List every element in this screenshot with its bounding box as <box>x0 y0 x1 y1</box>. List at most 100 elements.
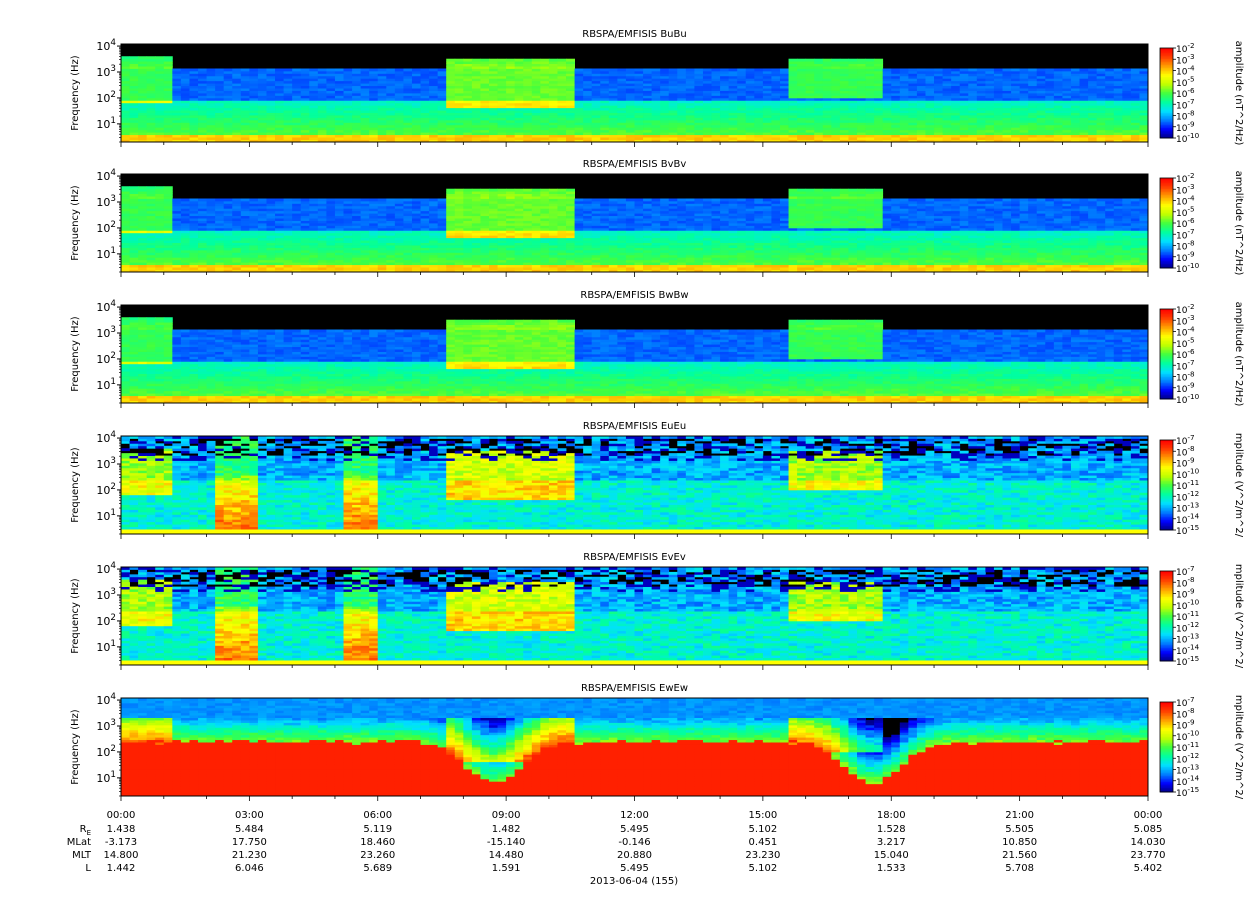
panel-1: RBSPA/EMFISIS BuBu 101 102 103 104 Frequency … <box>70 29 1244 147</box>
ephemeris-value: 1.528 <box>877 824 906 835</box>
ephemeris-value: 5.708 <box>1005 863 1034 874</box>
x-tick-label: 18:00 <box>877 810 906 821</box>
colorbar-tick-label: 10-9 <box>1176 381 1195 395</box>
colorbar-label: mplitude (V^2/m^2/ <box>1233 564 1244 669</box>
colorbar-tick-label: 10-8 <box>1176 444 1195 458</box>
y-tick-label: 104 <box>96 561 116 576</box>
y-tick-label: 101 <box>96 377 116 392</box>
colorbar-tick-label: 10-3 <box>1176 182 1195 196</box>
y-tick-label: 103 <box>96 456 116 471</box>
colorbar-tick-label: 10-6 <box>1176 216 1195 230</box>
panel-title: RBSPA/EMFISIS BvBv <box>583 159 687 170</box>
colorbar-tick-label: 10-5 <box>1176 205 1195 219</box>
y-tick-label: 102 <box>96 351 116 366</box>
ephemeris-value: 20.880 <box>617 850 652 861</box>
ephemeris-value: 5.085 <box>1134 824 1163 835</box>
colorbar-tick-label: 10-3 <box>1176 52 1195 66</box>
ephemeris-value: 17.750 <box>232 837 267 848</box>
spectrogram-image <box>121 567 1149 666</box>
x-tick-label: 15:00 <box>748 810 777 821</box>
colorbar-tick-label: 10-12 <box>1176 751 1199 765</box>
colorbar-tick-label: 10-8 <box>1176 706 1195 720</box>
colorbar-tick-label: 10-6 <box>1176 347 1195 361</box>
y-tick-label: 103 <box>96 718 116 733</box>
colorbar-tick-label: 10-13 <box>1176 631 1199 645</box>
ephemeris-value: 15.040 <box>874 850 909 861</box>
colorbar-tick-label: 10-10 <box>1176 598 1200 612</box>
ephemeris-value: 14.800 <box>104 850 139 861</box>
ephemeris-value: 5.102 <box>749 824 778 835</box>
y-tick-label: 102 <box>96 613 116 628</box>
colorbar-tick-label: 10-10 <box>1176 392 1200 406</box>
colorbar-tick-label: 10-5 <box>1176 75 1195 89</box>
colorbar-tick-label: 10-10 <box>1176 729 1200 743</box>
x-tick-label: 00:00 <box>1134 810 1163 821</box>
y-tick-label: 104 <box>96 692 116 707</box>
colorbar-tick-label: 10-11 <box>1176 478 1199 492</box>
y-tick-label: 102 <box>96 482 116 497</box>
x-tick-label: 00:00 <box>107 810 136 821</box>
colorbar: 10-1510-1410-1310-1210-1110-1010-910-810… <box>1159 433 1244 538</box>
x-tick-label: 21:00 <box>1005 810 1034 821</box>
time-axis: 00:00 03:00 06:00 09:00 12:00 15:00 18:00 21:00… <box>107 810 1163 821</box>
y-tick-label: 104 <box>96 430 116 445</box>
colorbar-tick-label: 10-9 <box>1176 586 1195 600</box>
y-tick-label: 102 <box>96 220 116 235</box>
spectrogram-image <box>121 44 1149 143</box>
ephemeris-value: 1.438 <box>107 824 136 835</box>
colorbar-tick-label: 10-10 <box>1176 261 1200 275</box>
ephemeris-value: 5.495 <box>620 824 649 835</box>
colorbar-tick-label: 10-13 <box>1176 500 1199 514</box>
colorbar: 10-1510-1410-1310-1210-1110-1010-910-810… <box>1159 695 1244 800</box>
panel-4: RBSPA/EMFISIS EuEu 101 102 103 104 Frequency … <box>70 421 1244 539</box>
y-axis-label: Frequency (Hz) <box>70 55 81 131</box>
ephemeris-value: 1.533 <box>877 863 906 874</box>
ephemeris-value: 5.689 <box>363 863 392 874</box>
colorbar-label: amplitude (nT^2/Hz) <box>1233 41 1244 146</box>
ephemeris-value: 5.119 <box>363 824 392 835</box>
y-axis-label: Frequency (Hz) <box>70 316 81 392</box>
colorbar-tick-label: 10-10 <box>1176 131 1200 145</box>
ephemeris-label: L <box>85 863 91 874</box>
colorbar-tick-label: 10-15 <box>1176 523 1199 537</box>
spectrogram-image <box>121 174 1149 273</box>
y-axis-label: Frequency (Hz) <box>70 447 81 523</box>
ephemeris-value: 21.230 <box>232 850 267 861</box>
colorbar-tick-label: 10-11 <box>1176 740 1199 754</box>
colorbar-tick-label: 10-10 <box>1176 467 1200 481</box>
y-tick-label: 101 <box>96 639 116 654</box>
x-axis-date-label: 2013-06-04 (155) <box>590 876 678 887</box>
y-tick-label: 102 <box>96 90 116 105</box>
ephemeris-value: 6.046 <box>235 863 264 874</box>
colorbar-tick-label: 10-7 <box>1176 695 1195 709</box>
colorbar-tick-label: 10-2 <box>1176 41 1195 55</box>
panel-title: RBSPA/EMFISIS BwBw <box>580 290 688 301</box>
ephemeris-value: 18.460 <box>360 837 395 848</box>
ephemeris-value: 21.560 <box>1002 850 1037 861</box>
colorbar-tick-label: 10-5 <box>1176 336 1195 350</box>
colorbar-tick-label: 10-9 <box>1176 120 1195 134</box>
colorbar-tick-label: 10-14 <box>1176 643 1200 657</box>
y-tick-label: 101 <box>96 508 116 523</box>
colorbar-tick-label: 10-13 <box>1176 762 1199 776</box>
ephemeris-value: 14.030 <box>1131 837 1166 848</box>
y-tick-label: 103 <box>96 64 116 79</box>
y-tick-label: 101 <box>96 770 116 785</box>
colorbar-tick-label: 10-7 <box>1176 564 1195 578</box>
panel-title: RBSPA/EMFISIS EvEv <box>583 552 686 563</box>
y-tick-label: 101 <box>96 246 116 261</box>
ephemeris-value: 23.770 <box>1131 850 1166 861</box>
spectrogram-image <box>121 305 1149 404</box>
ephemeris-value: 5.484 <box>235 824 264 835</box>
panel-2: RBSPA/EMFISIS BvBv 101 102 103 104 Frequency … <box>70 159 1244 277</box>
panel-6: RBSPA/EMFISIS EwEw 101 102 103 104 Frequency … <box>70 683 1244 801</box>
spectrogram-image <box>121 698 1149 797</box>
y-tick-label: 101 <box>96 116 116 131</box>
ephemeris-value: 5.402 <box>1134 863 1163 874</box>
x-tick-label: 12:00 <box>620 810 649 821</box>
ephemeris-value: 5.102 <box>749 863 778 874</box>
ephemeris-value: 14.480 <box>489 850 524 861</box>
colorbar-tick-label: 10-9 <box>1176 250 1195 264</box>
